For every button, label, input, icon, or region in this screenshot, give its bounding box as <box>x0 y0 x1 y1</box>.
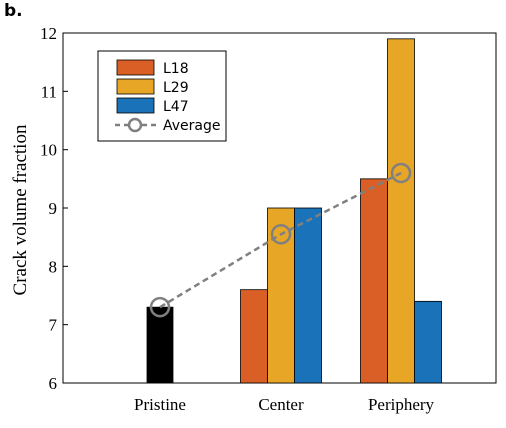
legend-swatch-l18 <box>116 59 155 76</box>
y-tick-label: 9 <box>49 199 58 218</box>
y-tick-label: 10 <box>40 141 57 160</box>
y-tick-label: 8 <box>49 257 58 276</box>
bar-l18-center <box>240 289 268 384</box>
average-marker-pristine <box>149 296 171 318</box>
legend-swatch-l47 <box>116 97 155 114</box>
y-tick-label: 12 <box>40 24 57 43</box>
x-tick-label: Center <box>258 395 304 414</box>
legend-label-l47: L47 <box>163 99 189 115</box>
bar-l29-periphery <box>387 38 415 384</box>
legend-label-l18: L18 <box>163 61 189 77</box>
y-axis-title: Crack volume fraction <box>10 124 31 295</box>
x-tick-label: Pristine <box>134 395 186 414</box>
y-tick-label: 6 <box>49 374 58 393</box>
bar-pristine <box>146 306 174 384</box>
average-line <box>159 171 402 309</box>
legend-swatch-l29 <box>116 78 155 95</box>
bar-l18-periphery <box>360 178 388 384</box>
x-tick-label: Periphery <box>368 395 435 414</box>
bar-l47-periphery <box>414 300 442 384</box>
y-tick-label: 11 <box>41 82 57 101</box>
panel-label: b. <box>4 1 23 21</box>
legend-label-average: Average <box>163 118 221 134</box>
average-marker-center <box>270 224 292 245</box>
legend: L18 L29 L47 Average <box>97 50 227 142</box>
legend-label-l29: L29 <box>163 80 189 96</box>
average-marker-periphery <box>390 162 412 184</box>
legend-average-marker <box>127 117 143 133</box>
bar-l47-center <box>294 207 322 384</box>
plot-area: 6 7 8 9 10 11 12 Pristine Center Periphery <box>40 24 497 414</box>
y-tick-label: 7 <box>49 316 58 335</box>
